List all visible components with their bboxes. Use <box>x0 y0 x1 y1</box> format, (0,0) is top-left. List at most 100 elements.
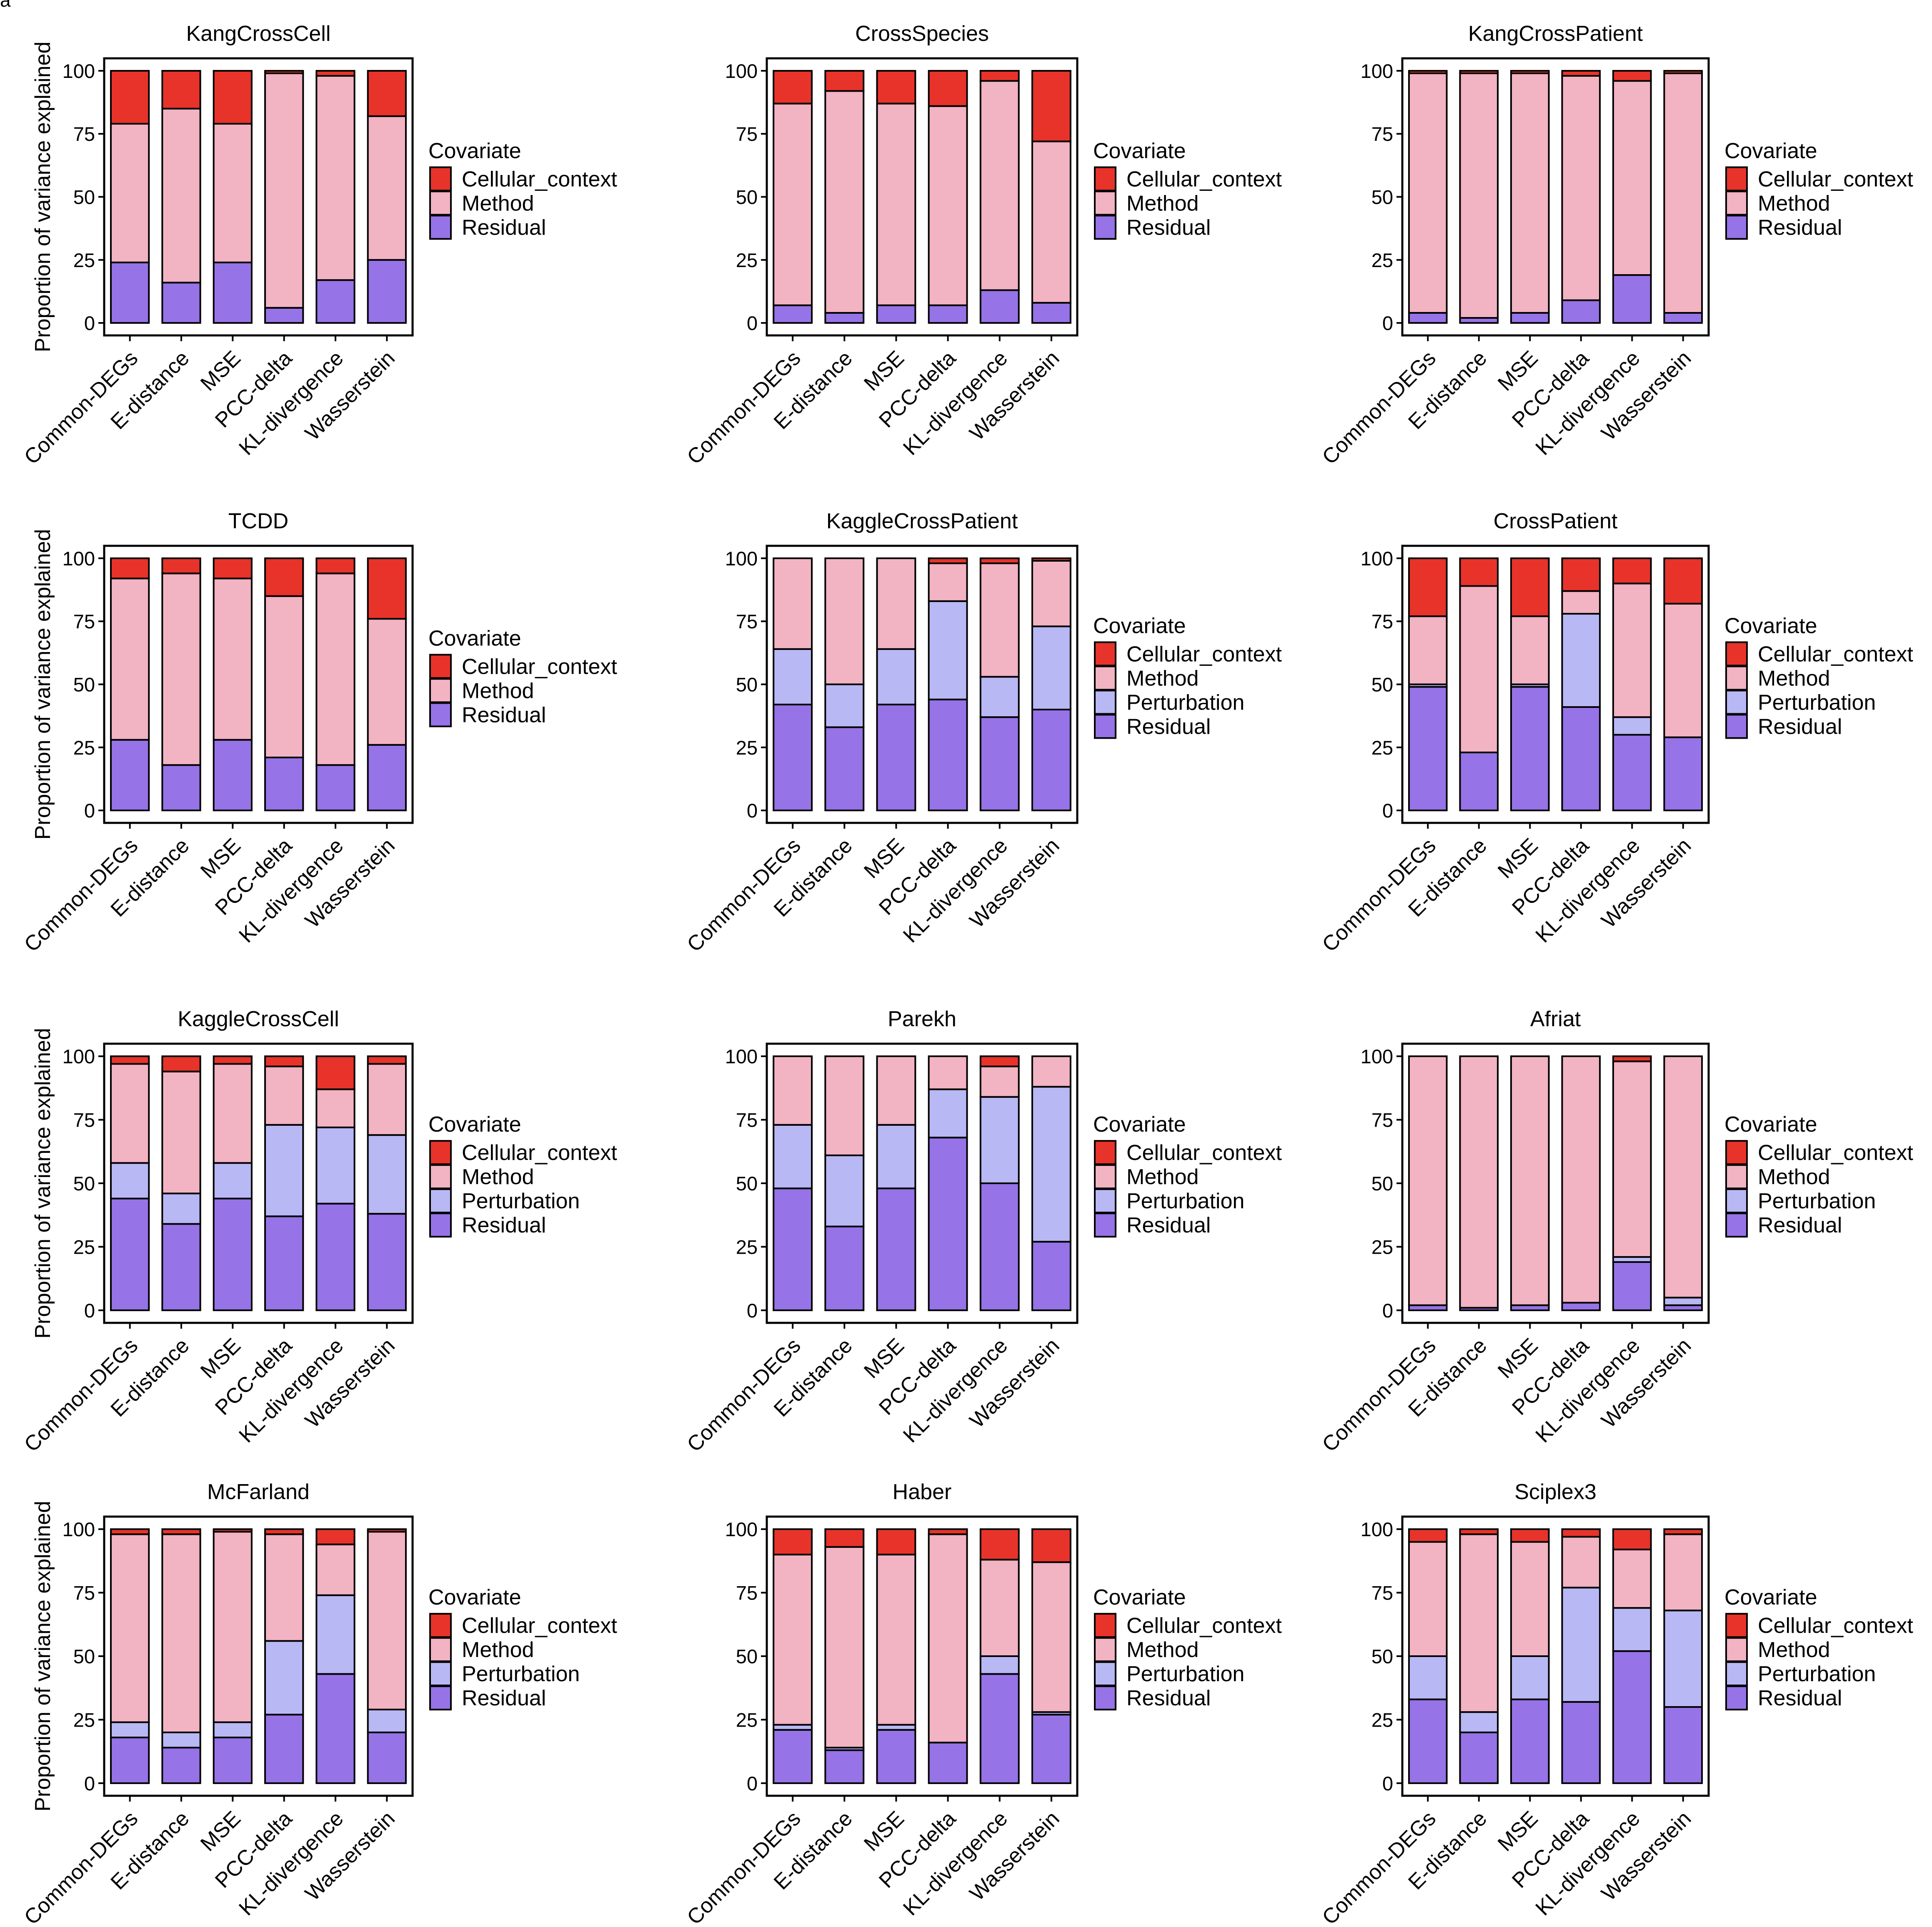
y-tick-label: 50 <box>73 674 95 696</box>
bar-segment-residual <box>110 1737 150 1784</box>
legend-key <box>429 1637 452 1662</box>
bar-segment-perturbation <box>1408 1655 1448 1700</box>
bar-kl-divergence <box>315 1055 355 1311</box>
bar-segment-method <box>876 1554 916 1726</box>
chart-mcfarland: McFarland Proportion of variance explaine… <box>20 1480 618 1927</box>
legend: Covariate Cellular_contextMethodPerturbat… <box>1093 614 1282 739</box>
bar-segment-method <box>1663 602 1703 738</box>
bar-segment-cellular-context <box>1663 70 1703 74</box>
legend-key <box>429 1212 452 1238</box>
legend-title: Covariate <box>1724 1585 1817 1610</box>
bar-segment-residual <box>979 716 1020 812</box>
bar-wasserstein <box>1031 1055 1071 1311</box>
chart-title: McFarland <box>207 1480 310 1504</box>
bar-segment-method <box>213 1063 253 1164</box>
legend-key <box>1094 166 1116 192</box>
bar-common-degs <box>110 1055 150 1311</box>
bar-segment-cellular-context <box>1510 557 1550 617</box>
bar-segment-perturbation <box>773 648 813 705</box>
bar-segment-residual <box>315 1673 355 1784</box>
legend-key <box>1094 1212 1116 1238</box>
x-tick-label: Wasserstein <box>965 1333 1064 1432</box>
bar-segment-cellular-context <box>110 557 150 580</box>
y-tick-label: 0 <box>84 1772 95 1795</box>
legend-item-method: Method <box>1725 1637 1830 1662</box>
bar-segment-perturbation <box>979 1096 1020 1184</box>
legend-item-residual: Residual <box>1094 1212 1211 1238</box>
bar-segment-method <box>1408 72 1448 314</box>
legend-label: Cellular_context <box>462 1141 617 1165</box>
legend-item-method: Method <box>1094 1637 1199 1662</box>
plot-frame <box>766 57 1079 337</box>
legend-label: Perturbation <box>1126 1189 1244 1213</box>
bar-segment-cellular-context <box>1459 1528 1499 1535</box>
bar-mse <box>213 70 253 324</box>
legend-key <box>429 1164 452 1190</box>
legend-label: Method <box>1126 191 1199 215</box>
legend-title: Covariate <box>1724 139 1817 163</box>
chart-title: Sciplex3 <box>1514 1480 1597 1504</box>
bar-segment-perturbation <box>1510 1655 1550 1700</box>
bar-mse <box>876 1055 916 1311</box>
bar-pcc-delta <box>928 1055 968 1311</box>
bar-segment-cellular-context <box>1031 1528 1071 1563</box>
legend-item-cellular-context: Cellular_context <box>1094 166 1282 192</box>
plot-frame <box>1401 1042 1710 1324</box>
bar-segment-cellular-context <box>161 1528 201 1535</box>
y-tick-label: 100 <box>1361 1518 1393 1540</box>
plot-frame <box>103 1042 414 1324</box>
legend-item-method: Method <box>429 1164 534 1190</box>
legend-key <box>1094 190 1116 216</box>
bar-segment-method <box>824 90 865 314</box>
bar-segment-residual <box>824 1225 865 1311</box>
y-tick-label: 75 <box>736 1582 758 1604</box>
bar-kl-divergence <box>1612 1055 1652 1311</box>
legend-item-cellular-context: Cellular_context <box>1725 1140 1913 1165</box>
chart-kagglecrosspatient: KaggleCrossPatient0255075100Common-DEGsE… <box>682 509 1282 956</box>
y-tick-label: 75 <box>73 1582 95 1604</box>
bar-segment-method <box>110 1063 150 1164</box>
bar-segment-residual <box>1663 1706 1703 1784</box>
bar-segment-method <box>1561 1536 1601 1589</box>
y-tick-label: 100 <box>725 1045 758 1067</box>
bar-segment-method <box>161 1070 201 1195</box>
bar-segment-cellular-context <box>876 70 916 105</box>
bar-e-distance <box>824 1055 865 1311</box>
legend-label: Cellular_context <box>1126 167 1282 191</box>
legend-key <box>1725 1140 1748 1165</box>
bar-segment-residual <box>110 261 150 324</box>
bar-segment-method <box>876 102 916 306</box>
bar-segment-method <box>1561 590 1601 615</box>
bar-segment-residual <box>161 764 201 812</box>
legend-key <box>1725 1212 1748 1238</box>
legend-title: Covariate <box>1724 614 1817 638</box>
bar-wasserstein <box>1663 1528 1703 1784</box>
bar-segment-method <box>264 595 304 758</box>
bar-mse <box>1510 1528 1550 1784</box>
y-tick-label: 0 <box>1382 1300 1393 1322</box>
bar-segment-method <box>876 1055 916 1126</box>
y-tick-label: 25 <box>1371 1236 1393 1258</box>
legend-item-residual: Residual <box>429 215 546 240</box>
legend-item-residual: Residual <box>1725 1212 1842 1238</box>
legend-item-method: Method <box>1094 1164 1199 1190</box>
plot-frame <box>1401 1515 1710 1797</box>
legend-item-method: Method <box>429 1637 534 1662</box>
bar-segment-cellular-context <box>1561 557 1601 592</box>
bar-common-degs <box>1408 1055 1448 1311</box>
bar-kl-divergence <box>1612 70 1652 324</box>
plot-frame <box>1401 57 1710 337</box>
y-tick-label: 100 <box>63 547 95 570</box>
bar-segment-cellular-context <box>1612 70 1652 82</box>
y-tick-label: 25 <box>73 249 95 271</box>
bar-segment-perturbation <box>1612 716 1652 736</box>
legend-item-perturbation: Perturbation <box>1094 1188 1244 1214</box>
legend-label: Method <box>1758 191 1830 215</box>
y-tick-label: 25 <box>736 249 758 271</box>
bar-segment-residual <box>1408 312 1448 324</box>
bar-pcc-delta <box>928 1528 968 1784</box>
legend-label: Cellular_context <box>462 655 617 679</box>
legend: Covariate Cellular_contextMethodPerturbat… <box>1724 1585 1913 1710</box>
